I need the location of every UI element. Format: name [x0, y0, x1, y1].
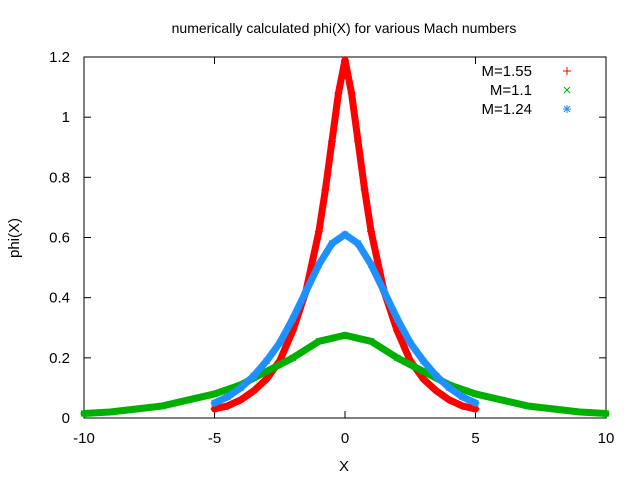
x-tick-label: 5 — [471, 430, 479, 447]
data-point — [249, 386, 258, 395]
data-point — [406, 338, 415, 347]
x-tick-label: -5 — [208, 430, 221, 447]
data-point — [262, 374, 271, 383]
data-point — [524, 402, 532, 410]
data-point — [393, 314, 402, 323]
data-point — [288, 314, 297, 323]
data-point — [314, 227, 323, 236]
data-point — [498, 396, 505, 404]
data-point — [211, 390, 218, 398]
data-point — [341, 230, 349, 239]
legend-label: M=1.1 — [490, 82, 532, 99]
y-tick-label: 0.4 — [49, 290, 70, 307]
data-point — [367, 260, 376, 269]
data-point — [106, 408, 114, 416]
data-point — [360, 185, 369, 194]
series-band — [80, 331, 610, 417]
y-tick-label: 0.2 — [49, 350, 70, 367]
y-tick-label: 1 — [62, 109, 70, 126]
data-point — [347, 89, 356, 98]
legend-label: M=1.55 — [482, 63, 532, 80]
data-point — [380, 287, 389, 296]
data-point — [223, 401, 232, 410]
data-point — [550, 405, 558, 413]
data-point — [236, 395, 245, 404]
data-point — [158, 402, 166, 410]
data-point — [341, 56, 349, 65]
series-layer — [80, 56, 610, 417]
data-point — [576, 408, 584, 416]
data-point — [367, 227, 376, 236]
data-point — [236, 383, 245, 392]
data-point — [563, 86, 571, 94]
data-point — [419, 374, 428, 383]
legend: M=1.55 M=1.1 M=1.24 — [482, 63, 571, 118]
data-point — [563, 67, 571, 75]
data-point — [275, 338, 284, 347]
data-point — [393, 354, 401, 362]
data-point — [367, 337, 375, 345]
data-point — [458, 392, 467, 401]
y-tick-label: 0 — [62, 410, 70, 427]
y-tick-label: 1.2 — [49, 49, 70, 66]
data-point — [132, 405, 140, 413]
series-2 — [80, 331, 610, 417]
series-3 — [210, 230, 480, 407]
data-point — [80, 410, 88, 417]
chart-title: numerically calculated phi(X) for variou… — [172, 20, 517, 36]
series-1 — [210, 56, 480, 413]
data-point — [432, 386, 441, 395]
data-point — [301, 287, 310, 296]
data-point — [327, 239, 336, 248]
data-point — [432, 371, 441, 380]
legend-label: M=1.24 — [482, 101, 532, 118]
y-tick-label: 0.6 — [49, 230, 70, 247]
data-point — [210, 398, 219, 407]
x-tick-label: 0 — [341, 430, 349, 447]
data-point — [602, 410, 610, 417]
data-point — [354, 137, 363, 146]
data-point — [563, 105, 571, 113]
y-tick-label: 0.8 — [49, 169, 70, 186]
data-point — [341, 331, 349, 339]
data-point — [419, 356, 428, 365]
data-point — [315, 337, 323, 345]
data-point — [334, 89, 343, 98]
x-axis-label: X — [339, 458, 349, 475]
x-tick-label: 10 — [598, 430, 615, 447]
data-point — [223, 392, 232, 401]
data-point — [471, 398, 480, 407]
data-point — [263, 368, 271, 375]
data-point — [289, 354, 297, 362]
y-axis-label: phi(X) — [6, 218, 23, 258]
data-point — [185, 396, 192, 404]
data-point — [321, 185, 330, 194]
data-point — [472, 390, 479, 398]
x-tick-label: -10 — [73, 430, 95, 447]
data-point — [249, 371, 258, 380]
data-point — [458, 401, 467, 410]
data-point — [262, 356, 271, 365]
data-point — [419, 368, 427, 375]
data-point — [445, 395, 454, 404]
data-point — [354, 239, 363, 248]
data-point — [314, 260, 323, 269]
data-point — [445, 383, 454, 392]
data-point — [327, 137, 336, 146]
axis-ticks: -10 -5 0 5 10 0 0.2 0.4 0.6 0.8 1 1.2 — [49, 49, 614, 447]
